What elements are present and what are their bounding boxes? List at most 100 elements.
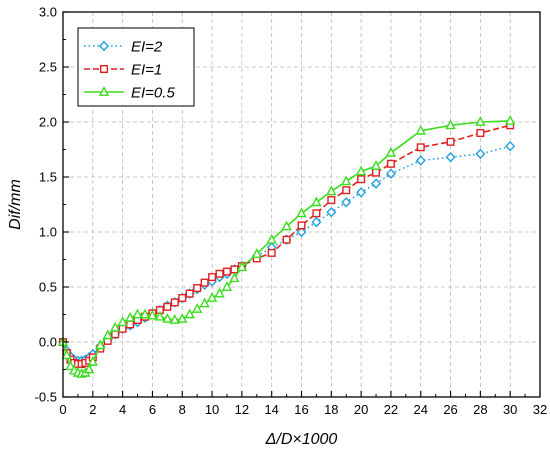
triangle-marker <box>251 248 262 258</box>
x-tick-label: 32 <box>533 402 547 417</box>
square-marker <box>446 137 455 146</box>
diamond-marker <box>326 206 337 218</box>
triangle-marker <box>341 175 352 186</box>
legend-box <box>77 27 195 107</box>
y-tick-label: 3.0 <box>39 5 57 20</box>
x-tick-label: 6 <box>149 402 156 417</box>
series-ei-0-5 <box>57 114 516 378</box>
legend-diamond-marker <box>99 40 109 52</box>
diamond-marker <box>445 151 456 163</box>
triangle-marker <box>110 321 121 332</box>
square-marker <box>357 175 366 184</box>
triangle-marker <box>326 185 337 196</box>
legend-label: EI=2 <box>131 39 163 56</box>
x-tick-label: 28 <box>473 402 487 417</box>
triangle-marker <box>162 312 173 323</box>
triangle-marker <box>296 207 307 218</box>
triangle-marker <box>61 349 72 360</box>
y-axis-title: Dif/mm <box>7 179 24 230</box>
square-marker <box>476 128 485 137</box>
triangle-marker <box>206 292 218 302</box>
triangle-marker <box>95 339 106 350</box>
triangle-marker <box>214 287 225 298</box>
x-tick-label: 4 <box>119 402 126 417</box>
triangle-marker <box>311 196 322 207</box>
square-marker <box>327 196 336 205</box>
triangle-marker <box>199 297 210 308</box>
x-tick-label: 0 <box>59 402 66 417</box>
diamond-marker <box>371 178 381 189</box>
legend-label: EI=0.5 <box>131 85 175 102</box>
triangle-marker <box>169 314 180 324</box>
triangle-marker <box>184 308 195 319</box>
triangle-marker <box>191 303 203 313</box>
x-tick-label: 30 <box>503 402 517 417</box>
legend: EI=2 EI=1 EI=0.5 <box>77 27 195 107</box>
x-tick-label: 10 <box>205 402 219 417</box>
square-marker <box>200 278 209 287</box>
triangle-marker <box>147 309 158 320</box>
triangle-marker <box>281 220 292 231</box>
series-ei-2 <box>58 140 516 366</box>
square-marker <box>222 267 231 276</box>
triangle-marker <box>132 308 143 319</box>
x-tick-label: 12 <box>235 402 249 417</box>
triangle-marker <box>83 363 95 374</box>
series-line <box>62 120 511 375</box>
square-marker <box>170 298 179 307</box>
y-tick-label: 1.0 <box>39 225 57 240</box>
diamond-marker <box>341 197 352 208</box>
triangle-marker <box>102 329 113 340</box>
x-tick-label: 14 <box>264 402 278 417</box>
legend-triangle-marker <box>98 86 110 96</box>
triangle-marker <box>355 165 367 176</box>
series-layer <box>57 114 516 378</box>
square-marker <box>163 302 172 311</box>
y-tick-label: 1.5 <box>39 170 57 185</box>
triangle-marker <box>236 261 248 272</box>
x-tick-label: 8 <box>179 402 186 417</box>
square-marker <box>193 284 202 293</box>
x-tick-label: 22 <box>384 402 398 417</box>
diamond-marker <box>475 148 486 160</box>
square-marker <box>111 330 120 339</box>
x-tick-label: 16 <box>294 402 308 417</box>
triangle-marker <box>415 124 426 135</box>
axes: 0 2 4 6 8 10 12 14 16 18 20 22 24 26 28 30 32-0.50.00.51… <box>35 5 548 418</box>
triangle-marker <box>87 355 98 366</box>
square-marker <box>118 324 127 333</box>
x-tick-label: 18 <box>324 402 338 417</box>
triangle-marker <box>117 316 128 327</box>
legend-label: EI=1 <box>131 62 162 79</box>
diamond-marker <box>385 168 396 179</box>
square-marker <box>267 248 276 257</box>
square-marker <box>312 209 321 218</box>
diamond-marker <box>505 140 516 152</box>
series-ei-1 <box>59 121 515 369</box>
x-tick-label: 20 <box>354 402 368 417</box>
triangle-marker <box>177 312 188 323</box>
triangle-marker <box>385 146 397 157</box>
square-marker <box>178 294 187 303</box>
diamond-marker <box>296 226 307 238</box>
square-marker <box>416 143 425 152</box>
y-tick-label: 0.0 <box>39 335 57 350</box>
triangle-marker <box>229 272 240 283</box>
square-marker <box>342 186 351 195</box>
x-axis-title: Δ/D×1000 <box>265 431 338 448</box>
triangle-marker <box>154 310 166 321</box>
diamond-marker <box>415 155 426 166</box>
y-tick-label: 2.5 <box>39 60 57 75</box>
triangle-marker <box>370 160 382 170</box>
square-marker <box>215 269 224 278</box>
square-marker <box>372 168 381 177</box>
square-marker <box>208 273 217 282</box>
x-tick-label: 26 <box>443 402 457 417</box>
triangle-marker <box>65 360 76 371</box>
y-tick-label: -0.5 <box>35 390 57 405</box>
square-marker <box>297 221 306 230</box>
square-marker <box>230 265 239 274</box>
y-tick-label: 2.0 <box>39 115 57 130</box>
triangle-marker <box>221 281 233 291</box>
